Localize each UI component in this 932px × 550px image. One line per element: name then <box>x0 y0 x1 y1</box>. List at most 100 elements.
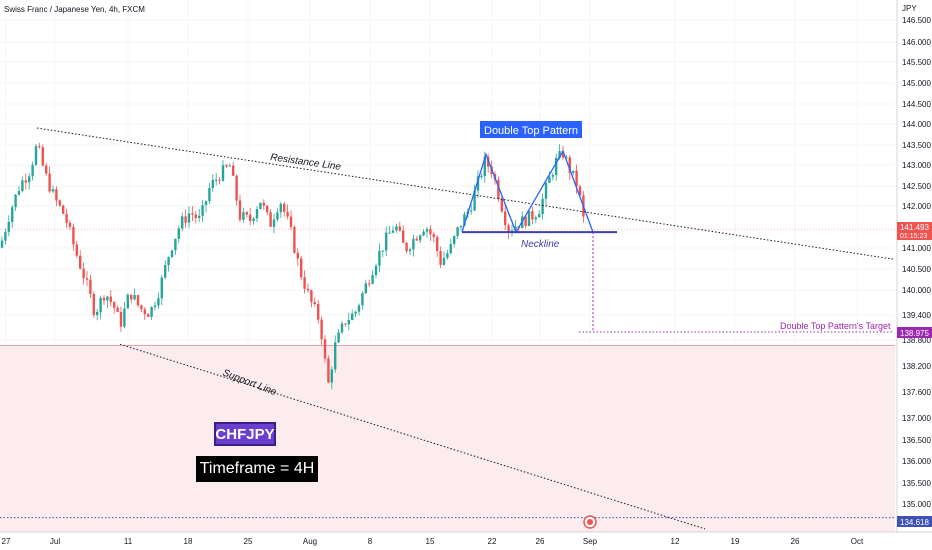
candle-body <box>381 250 384 252</box>
candle-body <box>4 231 7 241</box>
candle-body <box>558 151 561 158</box>
x-tick-label: 18 <box>184 537 193 546</box>
candle-body <box>45 165 48 174</box>
y-tick-label: 145.500 <box>902 58 931 67</box>
candle-body <box>143 309 146 315</box>
candle-body <box>371 275 374 284</box>
candle-body <box>191 213 194 215</box>
candle-body <box>102 297 106 301</box>
candle-body <box>347 319 350 325</box>
y-tick-label: 143.500 <box>902 141 931 150</box>
candle-body <box>235 175 238 201</box>
x-tick-label: 27 <box>2 537 11 546</box>
x-tick-label: 19 <box>731 537 740 546</box>
annotation-texts: Swiss Franc / Japanese Yen, 4h, FXCM JPY… <box>4 4 917 398</box>
current-price-text: 141.493 <box>900 223 929 232</box>
candle-body <box>296 252 299 259</box>
candle-body <box>51 189 55 192</box>
support-line <box>119 343 706 530</box>
x-axis[interactable]: 27 Jul 11 18 25 Aug 8 15 22 26 Sep 12 19 26 Oct <box>0 531 932 546</box>
candle-body <box>578 186 582 196</box>
candle-body <box>218 179 221 181</box>
x-tick-label: 26 <box>791 537 800 546</box>
double-top-pattern <box>461 149 594 234</box>
y-tick-label: 141.000 <box>902 244 931 253</box>
candle-body <box>7 221 10 232</box>
candle-body <box>65 213 68 223</box>
target-label: Double Top Pattern's Target <box>780 321 891 331</box>
x-tick-label: Jul <box>50 537 60 546</box>
candle-body <box>456 227 459 237</box>
candle-body <box>184 216 187 223</box>
candle-body <box>385 232 388 251</box>
timeframe-badge: Timeframe = 4H <box>196 456 318 482</box>
x-tick-label: 25 <box>244 537 253 546</box>
y-tick-label: 139.400 <box>902 311 931 320</box>
candle-body <box>449 244 452 254</box>
candle-body <box>123 308 126 327</box>
candle-body <box>306 288 310 291</box>
candle-body <box>504 211 507 226</box>
candle-body <box>463 214 466 226</box>
candle-body <box>303 277 306 289</box>
double-top-label: Double Top Pattern <box>484 125 578 137</box>
candle-body <box>58 200 61 206</box>
candle-body <box>89 279 92 294</box>
candle-body <box>524 216 527 227</box>
candle-body <box>11 207 14 222</box>
candle-body <box>340 323 344 333</box>
y-tick-label: 136.000 <box>902 457 931 466</box>
candle-body <box>130 294 133 300</box>
x-tick-label: Sep <box>583 537 598 546</box>
candle-body <box>198 215 201 219</box>
candle-body <box>21 180 24 192</box>
candle-body <box>470 210 473 212</box>
candle-body <box>201 205 204 216</box>
candle-body <box>157 298 160 306</box>
neckline-label: Neckline <box>521 239 560 250</box>
candle-body <box>514 226 517 231</box>
currency-label: JPY <box>902 4 917 13</box>
candle-body <box>249 214 252 222</box>
candle-body <box>300 258 303 278</box>
candle-body <box>429 229 432 235</box>
candle-body <box>133 295 136 300</box>
candle-body <box>391 230 395 233</box>
countdown-text: 01:15:23 <box>900 233 927 240</box>
candle-body <box>92 293 95 316</box>
candle-body <box>99 297 102 312</box>
candle-body <box>72 226 75 245</box>
candle-body <box>555 157 558 175</box>
candle-body <box>38 146 41 148</box>
candle-body <box>320 319 323 340</box>
double-top-label-bg <box>480 121 582 138</box>
candle-body <box>330 369 333 383</box>
candle-body <box>432 234 435 238</box>
candle-body <box>446 253 449 258</box>
candle-body <box>323 339 327 359</box>
candle-body <box>510 230 514 232</box>
candle-body <box>106 296 109 301</box>
candle-body <box>211 179 214 189</box>
candle-body <box>269 212 272 227</box>
candle-body <box>551 174 554 177</box>
event-marker-icon[interactable] <box>583 515 597 529</box>
candle-body <box>531 211 534 220</box>
resistance-line <box>36 127 896 260</box>
candle-body <box>507 225 510 232</box>
candle-body <box>538 214 541 218</box>
candle-body <box>357 305 361 312</box>
candle-body <box>147 314 150 317</box>
candle-body <box>174 238 177 251</box>
candle-body <box>483 156 486 177</box>
x-tick-label: Aug <box>303 537 317 546</box>
candle-body <box>41 147 44 166</box>
candle-body <box>439 251 442 265</box>
timeframe-badge-text: Timeframe = 4H <box>199 460 315 477</box>
candle-body <box>167 256 170 265</box>
candle-body <box>395 226 398 231</box>
y-axis[interactable]: 146.500 146.000 145.500 145.000 144.500 144.0… <box>896 0 931 532</box>
resistance-label: Resistance Line <box>270 152 342 173</box>
candle-body <box>272 219 276 227</box>
